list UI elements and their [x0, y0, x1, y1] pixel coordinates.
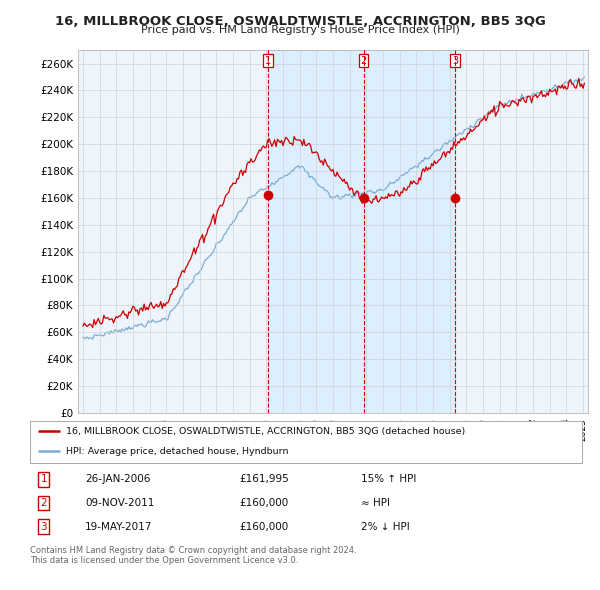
Bar [268, 50, 364, 413]
Text: 2% ↓ HPI: 2% ↓ HPI [361, 522, 410, 532]
Text: 2: 2 [361, 55, 367, 65]
Text: 1: 1 [40, 474, 47, 484]
Text: 15% ↑ HPI: 15% ↑ HPI [361, 474, 416, 484]
Text: HPI: Average price, detached house, Hyndburn: HPI: Average price, detached house, Hynd… [66, 447, 289, 455]
Text: 1: 1 [265, 55, 271, 65]
Text: This data is licensed under the Open Government Licence v3.0.: This data is licensed under the Open Gov… [30, 556, 298, 565]
Text: 3: 3 [452, 55, 458, 65]
Text: 19-MAY-2017: 19-MAY-2017 [85, 522, 152, 532]
Text: 16, MILLBROOK CLOSE, OSWALDTWISTLE, ACCRINGTON, BB5 3QG: 16, MILLBROOK CLOSE, OSWALDTWISTLE, ACCR… [55, 15, 545, 28]
Text: £160,000: £160,000 [240, 522, 289, 532]
Text: ≈ HPI: ≈ HPI [361, 498, 390, 508]
Text: Price paid vs. HM Land Registry's House Price Index (HPI): Price paid vs. HM Land Registry's House … [140, 25, 460, 35]
Bar [364, 50, 455, 413]
Text: £161,995: £161,995 [240, 474, 290, 484]
Text: 16, MILLBROOK CLOSE, OSWALDTWISTLE, ACCRINGTON, BB5 3QG (detached house): 16, MILLBROOK CLOSE, OSWALDTWISTLE, ACCR… [66, 427, 465, 436]
Text: £160,000: £160,000 [240, 498, 289, 508]
Text: 3: 3 [40, 522, 47, 532]
Text: 2: 2 [40, 498, 47, 508]
Text: 26-JAN-2006: 26-JAN-2006 [85, 474, 151, 484]
Text: Contains HM Land Registry data © Crown copyright and database right 2024.: Contains HM Land Registry data © Crown c… [30, 546, 356, 555]
Text: 09-NOV-2011: 09-NOV-2011 [85, 498, 155, 508]
